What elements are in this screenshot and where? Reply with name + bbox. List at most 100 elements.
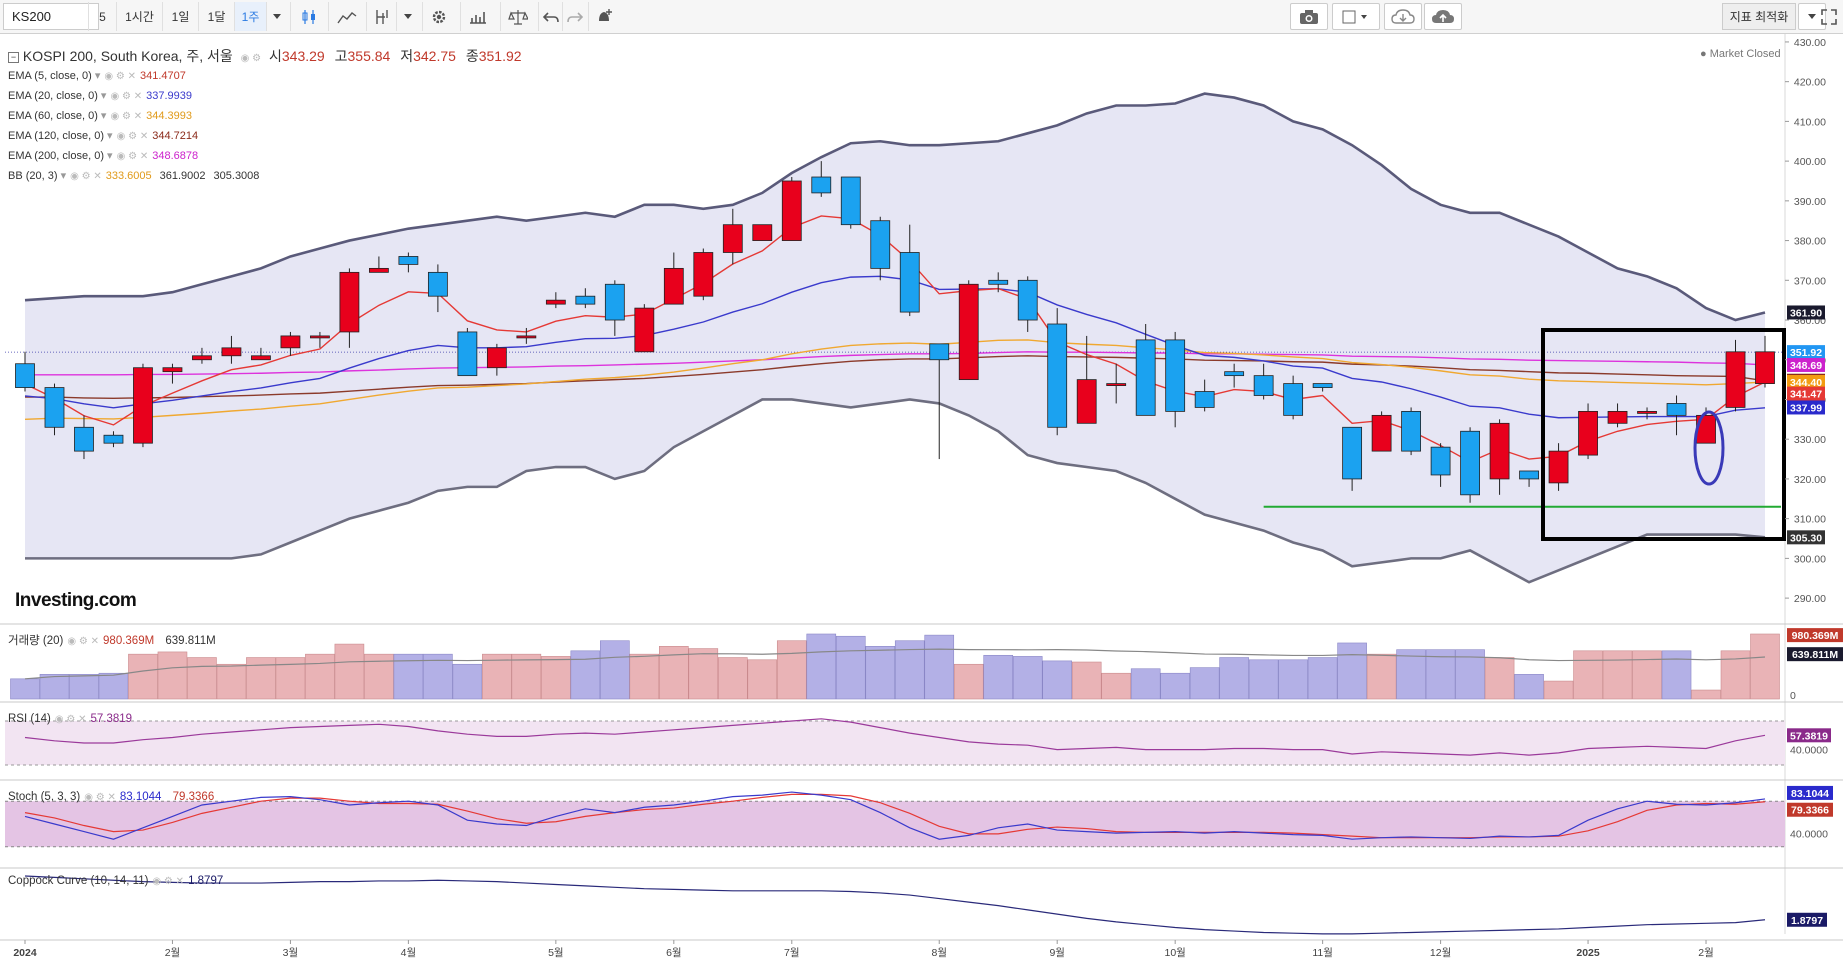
volume-bar bbox=[1602, 650, 1633, 700]
close-value: 351.92 bbox=[478, 48, 522, 64]
volume-bar bbox=[39, 674, 70, 700]
legend-controls[interactable]: ◉ ⚙ bbox=[240, 53, 262, 64]
price-tick-label: 310.00 bbox=[1794, 514, 1826, 526]
price-tick-label: 300.00 bbox=[1794, 553, 1826, 565]
indicator-dropdown-icon[interactable]: ▾ bbox=[97, 90, 107, 102]
indicator-dropdown-icon[interactable]: ▾ bbox=[104, 130, 113, 142]
interval-dropdown[interactable] bbox=[266, 2, 286, 31]
candle bbox=[1312, 383, 1333, 388]
chart-area[interactable]: 290.00300.00310.00320.00330.00340.00350.… bbox=[0, 34, 1843, 965]
compare-button[interactable] bbox=[500, 2, 534, 31]
indicator-dropdown-icon[interactable]: ▾ bbox=[57, 170, 67, 182]
indicator-legend-row[interactable]: EMA (60, close, 0) ▾ ◉ ⚙ ✕ 344.3993 bbox=[8, 109, 200, 122]
time-tick-label: 2025 bbox=[1576, 947, 1600, 959]
coppock-label: Coppock Curve (10, 14, 11) bbox=[8, 875, 149, 887]
indicator-name: EMA (200, close, 0) bbox=[8, 150, 104, 162]
indicator-controls[interactable]: ◉ ⚙ ✕ bbox=[110, 91, 143, 102]
time-tick-label: 2월 bbox=[1698, 947, 1714, 959]
line-type-button[interactable] bbox=[328, 2, 364, 31]
indicator-legend-row[interactable]: BB (20, 3) ▾ ◉ ⚙ ✕ 333.6005 361.9002 305.300… bbox=[8, 169, 267, 182]
price-tick-label: 390.00 bbox=[1794, 196, 1826, 208]
alert-button[interactable] bbox=[588, 2, 618, 31]
indicator-legend-row[interactable]: EMA (5, close, 0) ▾ ◉ ⚙ ✕ 341.4707 bbox=[8, 69, 194, 82]
volume-bars bbox=[10, 633, 1780, 700]
volume-bar bbox=[688, 648, 719, 700]
collapse-icon[interactable]: − bbox=[8, 52, 19, 63]
candle bbox=[427, 271, 448, 297]
indicator-controls[interactable]: ◉ ⚙ ✕ bbox=[110, 111, 143, 122]
candle bbox=[1489, 422, 1510, 480]
interval-1day[interactable]: 1일 bbox=[162, 2, 198, 31]
high-value: 355.84 bbox=[347, 48, 391, 64]
optimize-indicators-button[interactable]: 지표 최적화 bbox=[1722, 3, 1796, 30]
settings-dropdown[interactable] bbox=[1798, 3, 1826, 30]
indicator-dropdown-icon[interactable]: ▾ bbox=[91, 70, 101, 82]
candle bbox=[1165, 339, 1186, 412]
interval-1hour[interactable]: 1시간 bbox=[116, 2, 162, 31]
indicator-dropdown-icon[interactable]: ▾ bbox=[97, 110, 107, 122]
indicator-legend-row[interactable]: EMA (120, close, 0) ▾ ◉ ⚙ ✕ 344.7214 bbox=[8, 129, 206, 142]
indicator-value: 333.6005 bbox=[105, 170, 152, 182]
indicator-controls[interactable]: ◉ ⚙ ✕ bbox=[116, 151, 149, 162]
candle bbox=[988, 279, 1009, 285]
coppock-value: 1.8797 bbox=[188, 875, 224, 887]
rsi-value: 57.3819 bbox=[90, 713, 133, 725]
interval-5min[interactable]: 5 bbox=[88, 2, 116, 31]
price-tick-label: 380.00 bbox=[1794, 236, 1826, 248]
interval-1month[interactable]: 1달 bbox=[198, 2, 234, 31]
candle bbox=[1637, 410, 1657, 414]
volume-bar bbox=[717, 657, 748, 700]
time-tick-label: 4월 bbox=[401, 947, 417, 959]
indicator-controls[interactable]: ◉ ⚙ ✕ bbox=[104, 71, 136, 82]
price-badge-label: 344.40 bbox=[1790, 377, 1822, 389]
camera-icon bbox=[1300, 9, 1318, 24]
volume-axis-label: 0 bbox=[1790, 690, 1796, 702]
volume-bar bbox=[98, 672, 129, 700]
cloud-save-button[interactable] bbox=[1424, 3, 1462, 30]
redo-button[interactable] bbox=[562, 2, 586, 31]
indicator-legend-row[interactable]: EMA (20, close, 0) ▾ ◉ ⚙ ✕ 337.9939 bbox=[8, 89, 200, 102]
drawing-tool-button[interactable] bbox=[366, 2, 396, 31]
close-label: 종 bbox=[465, 48, 479, 64]
volume-bar bbox=[1514, 674, 1544, 700]
candle bbox=[1666, 403, 1687, 416]
time-tick-label: 10월 bbox=[1164, 947, 1185, 959]
candle bbox=[192, 355, 212, 361]
cloud-load-button[interactable] bbox=[1384, 3, 1422, 30]
indicator-controls[interactable]: ◉ ⚙ ✕ bbox=[116, 131, 149, 142]
settings-button[interactable] bbox=[422, 2, 454, 31]
price-badge-label: 341.47 bbox=[1790, 389, 1822, 401]
rsi-label: RSI (14) bbox=[8, 713, 51, 725]
volume-bar bbox=[776, 640, 807, 700]
indicator-dropdown-icon[interactable]: ▾ bbox=[104, 150, 113, 162]
indicator-legend-row[interactable]: EMA (200, close, 0) ▾ ◉ ⚙ ✕ 348.6878 bbox=[8, 149, 206, 162]
volume-badge bbox=[1787, 628, 1843, 643]
time-tick-label: 2월 bbox=[165, 947, 181, 959]
volume-bar bbox=[629, 653, 660, 700]
volume-bar bbox=[1750, 633, 1780, 700]
drawing-tool-dropdown[interactable] bbox=[396, 2, 418, 31]
stoch-badge bbox=[1787, 802, 1833, 817]
indicators-button[interactable] bbox=[460, 2, 494, 31]
candle bbox=[752, 224, 773, 241]
volume-bar bbox=[246, 657, 276, 700]
indicator-controls[interactable]: ◉ ⚙ ✕ bbox=[70, 171, 102, 182]
caret-down-icon bbox=[1808, 14, 1816, 19]
snapshot-button[interactable] bbox=[1290, 3, 1328, 30]
rsi-axis-label: 40.0000 bbox=[1790, 745, 1828, 757]
cloud-upload-icon bbox=[1432, 9, 1454, 23]
volume-bar bbox=[924, 634, 955, 700]
investing-logo: Investing.com bbox=[15, 590, 137, 611]
interval-1week[interactable]: 1주 bbox=[234, 2, 266, 31]
symbol-search-input[interactable]: KS200 bbox=[3, 3, 99, 30]
indicator-name: BB (20, 3) bbox=[8, 170, 58, 182]
pitchfork-icon bbox=[375, 9, 388, 24]
stoch-k-value: 83.1044 bbox=[119, 791, 162, 803]
candle bbox=[398, 256, 419, 265]
candlestick-type-button[interactable] bbox=[290, 2, 326, 31]
volume-bar bbox=[187, 657, 217, 700]
fullscreen-button[interactable] bbox=[1818, 3, 1840, 30]
volume-bar bbox=[953, 663, 984, 700]
layout-select[interactable] bbox=[1332, 3, 1380, 30]
undo-button[interactable] bbox=[538, 2, 562, 31]
